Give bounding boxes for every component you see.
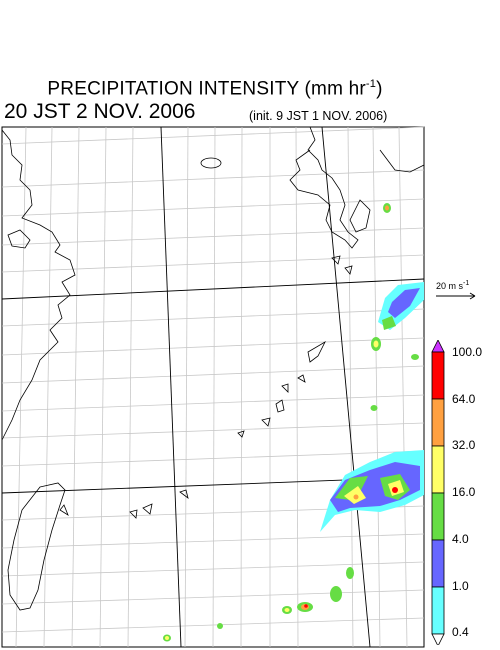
legend-color-swatch (431, 398, 445, 447)
precip-cell (382, 316, 396, 330)
coastlines (1, 126, 425, 611)
precip-cell (304, 604, 308, 608)
precip-cell (284, 608, 290, 612)
legend-level: 1.0 (452, 579, 469, 593)
precip-cell (217, 623, 223, 629)
precip-cell (330, 586, 342, 602)
precip-cell (373, 340, 379, 348)
wind-reference-arrow (436, 292, 476, 300)
precip-cell (385, 205, 389, 211)
precip-cell (388, 288, 420, 318)
chart-title: PRECIPITATION INTENSITY (mm hr-1) (0, 78, 430, 100)
legend-level: 100.0 (452, 345, 483, 359)
precip-cell (392, 487, 398, 493)
legend-over-triangle (431, 340, 445, 353)
legend-color-swatch (431, 351, 445, 400)
legend-level: 32.0 (452, 438, 476, 452)
legend-under-triangle (431, 633, 445, 645)
title-unit-exponent: -1 (365, 78, 377, 90)
valid-time: 20 JST 2 NOV. 2006 (4, 100, 196, 123)
precip-cell (411, 354, 419, 360)
precip-cell (165, 636, 169, 640)
title-end: ) (376, 78, 383, 100)
legend-level: 0.4 (452, 625, 469, 639)
legend-level: 4.0 (452, 532, 469, 546)
legend-color-swatch (431, 445, 445, 494)
legend-color-swatch (431, 539, 445, 588)
legend-color-swatch (431, 586, 445, 635)
precip-cell (346, 567, 354, 579)
wind-reference-label: 20 m s-1 (436, 280, 470, 291)
legend-level: 16.0 (452, 485, 476, 499)
precip-cell (335, 476, 368, 500)
precip-cell (370, 405, 378, 411)
precip-cell (353, 494, 359, 500)
legend-level: 64.0 (452, 392, 476, 406)
title-text: PRECIPITATION INTENSITY (mm hr (47, 78, 366, 100)
color-legend (431, 340, 445, 645)
precipitation-areas (163, 203, 424, 642)
lat-lon-grid (1, 126, 425, 648)
init-time: (init. 9 JST 1 NOV. 2006) (249, 109, 388, 123)
legend-color-swatch (431, 492, 445, 541)
